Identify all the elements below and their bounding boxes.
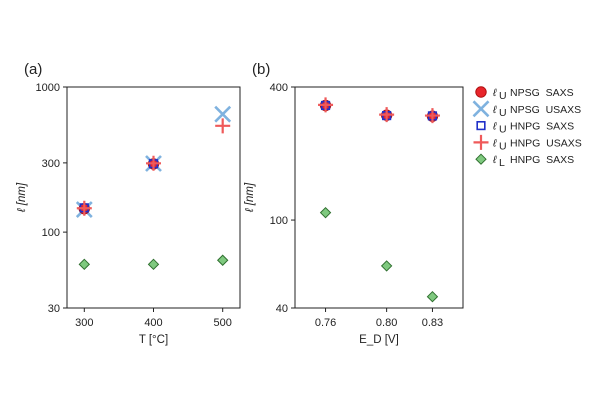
data-point-plus [379, 107, 395, 123]
x-tick-label: 0.83 [422, 317, 443, 329]
legend-symbol: ℓ [492, 104, 497, 116]
legend-subscript: U [499, 140, 507, 152]
y-tick-label: 30 [48, 303, 60, 315]
x-tick-label: 0.76 [315, 317, 336, 329]
y-tick-label: 300 [42, 158, 60, 170]
legend-text: NPSG USAXS [510, 104, 581, 116]
data-point-diamond [319, 206, 332, 219]
legend-subscript: L [499, 157, 505, 169]
chart-panel-b: 0.76 0.80 0.83 40 100 400(b) ℓ [nm] E_D [V] [244, 61, 464, 346]
data-point-plus [146, 155, 161, 171]
y-tick-label: 100 [270, 215, 288, 227]
plot-frame [66, 86, 241, 309]
legend-marker-circle [475, 86, 487, 98]
legend-symbol: ℓ [492, 137, 497, 149]
legend-symbol: ℓ [492, 154, 497, 166]
x-tick-label: 300 [75, 317, 93, 329]
panel-label: (a) [24, 61, 42, 78]
panel-label: (b) [252, 61, 270, 78]
data-point-plus [318, 97, 334, 113]
x-axis-label: E_D [V] [359, 334, 399, 346]
legend-text: NPSG SAXS [510, 87, 574, 99]
y-tick-label: 400 [270, 82, 288, 94]
y-axis-label: ℓ [nm] [16, 182, 28, 213]
x-axis-label: T [°C] [139, 334, 168, 346]
y-tick-label: 40 [276, 303, 288, 315]
legend-text: HNPG SAXS [510, 121, 574, 133]
data-point-diamond [216, 254, 229, 266]
legend-text: HNPG SAXS [510, 154, 574, 166]
legend-text: HNPG USAXS [510, 137, 582, 149]
data-point-diamond [78, 258, 91, 271]
legend-symbol: ℓ [492, 87, 497, 99]
data-point-diamond [380, 260, 393, 272]
data-point-diamond [147, 258, 160, 271]
legend-symbol: ℓ [492, 121, 497, 133]
legend-subscript: U [499, 107, 507, 119]
x-tick-label: 400 [144, 317, 162, 329]
data-point-plus [424, 108, 440, 124]
plot-frame [294, 86, 464, 309]
chart-panel-a: 300 400 500 30 100 300 1000 (a) ℓ [nm] T [°C] [16, 61, 241, 346]
x-tick-label: 0.80 [376, 317, 397, 329]
data-point-x [214, 105, 232, 123]
legend-subscript: U [499, 90, 507, 102]
y-axis-label: ℓ [nm] [244, 182, 256, 213]
legend-marker-x [472, 100, 490, 118]
legend-subscript: U [499, 124, 507, 136]
data-point-plus [76, 200, 92, 216]
data-point-plus [215, 118, 231, 134]
legend-marker-square [476, 121, 486, 131]
legend-marker-diamond [475, 153, 487, 165]
y-tick-label: 100 [42, 227, 60, 239]
legend-marker-plus [473, 134, 489, 150]
x-tick-label: 500 [214, 317, 232, 329]
y-tick-label: 1000 [36, 82, 60, 94]
data-point-diamond [426, 290, 439, 303]
